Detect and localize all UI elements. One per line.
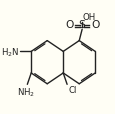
Text: NH$_2$: NH$_2$	[17, 86, 35, 98]
Text: OH: OH	[82, 13, 95, 22]
Text: H$_2$N: H$_2$N	[1, 46, 19, 58]
Text: S: S	[78, 19, 85, 29]
Text: Cl: Cl	[68, 86, 76, 95]
Text: O: O	[90, 19, 98, 29]
Text: O: O	[65, 19, 73, 29]
